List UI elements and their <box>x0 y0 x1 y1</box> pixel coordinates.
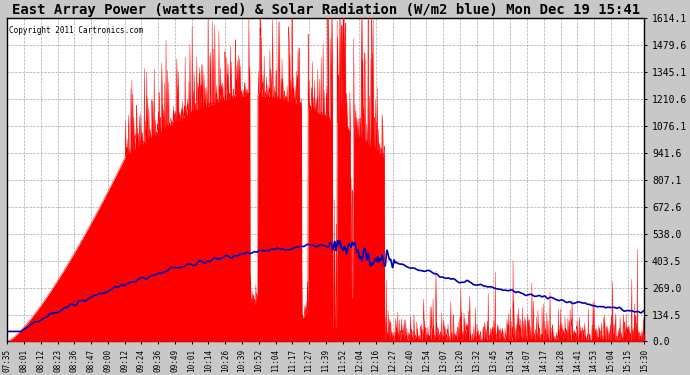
Text: Copyright 2011 Cartronics.com: Copyright 2011 Cartronics.com <box>9 26 144 35</box>
Title: East Array Power (watts red) & Solar Radiation (W/m2 blue) Mon Dec 19 15:41: East Array Power (watts red) & Solar Rad… <box>12 3 640 17</box>
